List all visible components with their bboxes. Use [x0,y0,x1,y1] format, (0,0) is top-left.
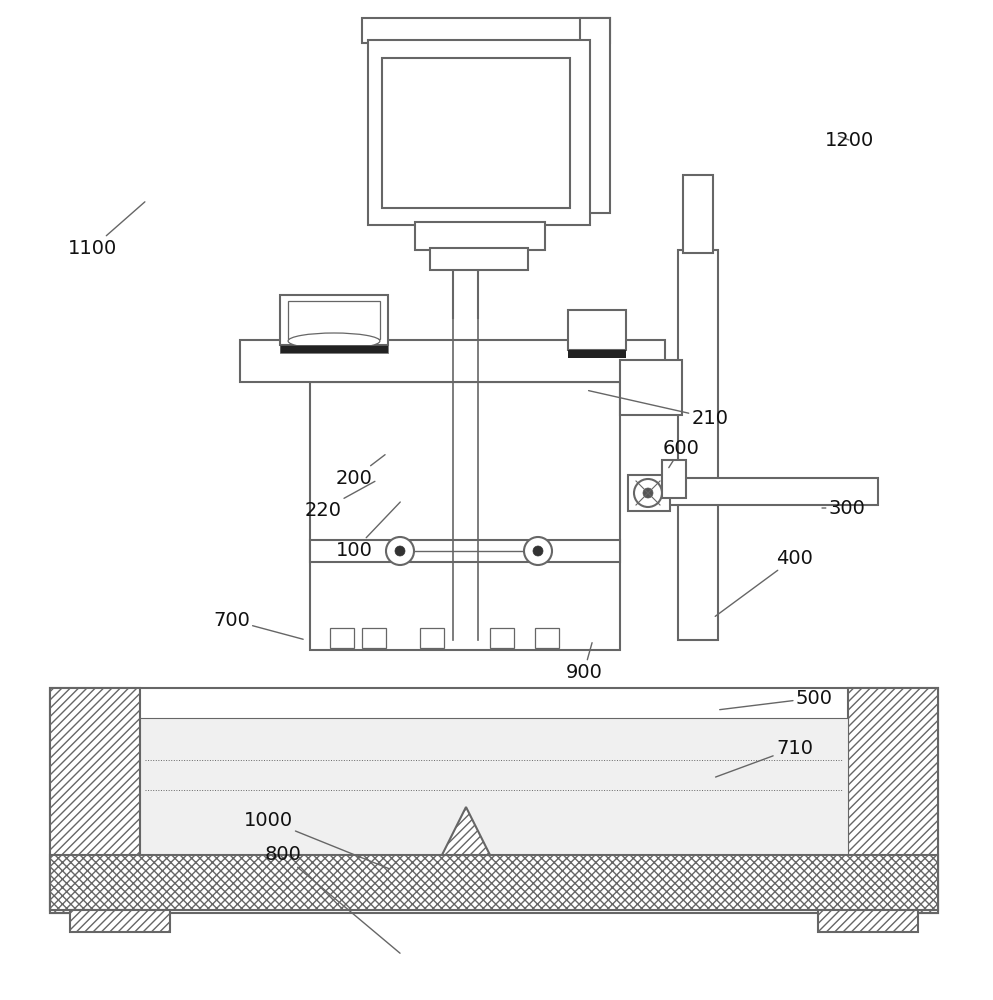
Circle shape [643,488,653,498]
Bar [648,478,878,505]
Text: 500: 500 [720,688,833,710]
Bar [280,345,388,353]
Text: 1200: 1200 [824,130,874,149]
Polygon shape [442,807,490,855]
Bar [620,360,682,415]
Bar [280,345,388,353]
Bar [240,340,665,382]
Bar [683,175,713,253]
Text: 1100: 1100 [68,202,145,257]
Bar [568,310,626,350]
Text: 220: 220 [304,481,375,520]
Text: 300: 300 [822,498,866,518]
Bar [662,460,686,498]
Bar [362,628,386,648]
Bar [310,540,620,562]
Text: 600: 600 [662,438,700,468]
Bar [362,18,610,43]
Bar [368,40,590,225]
Circle shape [634,479,662,507]
Circle shape [395,546,405,556]
Circle shape [386,537,414,565]
Text: 100: 100 [336,502,400,560]
Bar [330,628,354,648]
Text: 710: 710 [716,738,813,777]
Bar [140,718,848,856]
Bar [628,475,670,511]
Bar [678,250,718,640]
Text: 200: 200 [336,455,385,488]
Bar [415,222,545,250]
Bar [50,855,938,910]
Bar [490,628,514,648]
Bar [535,628,559,648]
Circle shape [533,546,543,556]
Text: 900: 900 [565,643,603,682]
Text: 800: 800 [264,846,400,953]
Bar [382,58,570,208]
Bar [70,910,170,932]
Bar [580,18,610,213]
Bar [818,910,918,932]
Ellipse shape [288,333,380,349]
Bar [420,628,444,648]
Bar [288,301,380,339]
Bar [280,295,388,345]
Text: 400: 400 [715,548,813,616]
Bar [568,350,626,358]
Bar [50,688,140,913]
Text: 700: 700 [213,610,303,639]
Circle shape [524,537,552,565]
Text: 1000: 1000 [243,810,389,869]
Bar [310,382,620,650]
Bar [50,688,938,913]
Bar [430,248,528,270]
Text: 210: 210 [589,391,729,428]
Bar [848,688,938,913]
